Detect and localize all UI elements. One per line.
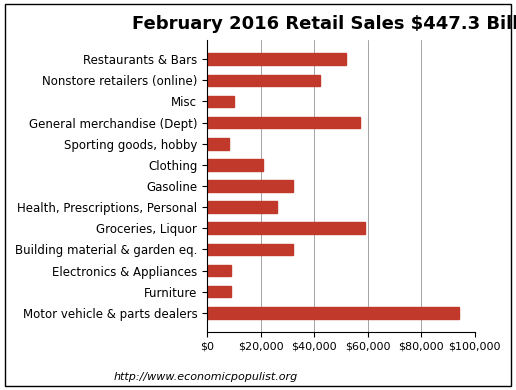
Bar bbox=[207, 244, 293, 255]
Bar bbox=[207, 138, 229, 149]
Text: http://www.economicpopulist.org: http://www.economicpopulist.org bbox=[114, 372, 298, 382]
Bar bbox=[207, 180, 293, 192]
Bar bbox=[207, 201, 277, 213]
Title: February 2016 Retail Sales $447.3 Billion: February 2016 Retail Sales $447.3 Billio… bbox=[132, 15, 516, 33]
Bar bbox=[207, 307, 459, 319]
Bar bbox=[207, 53, 346, 65]
Bar bbox=[207, 286, 231, 298]
Bar bbox=[207, 96, 234, 107]
Bar bbox=[207, 222, 365, 234]
Bar bbox=[207, 159, 263, 171]
Bar bbox=[207, 265, 231, 277]
Bar bbox=[207, 74, 319, 86]
Bar bbox=[207, 117, 360, 128]
